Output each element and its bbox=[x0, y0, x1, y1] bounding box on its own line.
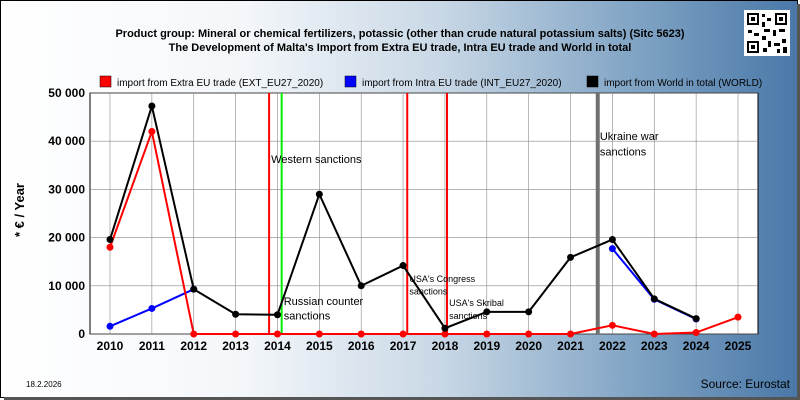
x-tick-label: 2012 bbox=[180, 339, 207, 353]
x-tick-label: 2015 bbox=[306, 339, 333, 353]
data-point bbox=[315, 190, 323, 198]
x-tick-label: 2025 bbox=[725, 339, 752, 353]
y-axis-ticks: 0 10 000 20 000 30 000 40 000 50 000 bbox=[48, 86, 85, 341]
frame-shadow-bottom bbox=[4, 397, 800, 400]
data-point bbox=[441, 330, 449, 338]
event-annotation: sanctions bbox=[409, 286, 448, 296]
data-point bbox=[608, 236, 616, 244]
x-tick-label: 2024 bbox=[683, 339, 710, 353]
y-tick-label: 10 000 bbox=[48, 279, 85, 293]
data-point bbox=[273, 330, 281, 338]
date-stamp: 18.2.2026 bbox=[26, 380, 62, 389]
legend-swatch bbox=[344, 75, 357, 88]
event-markers bbox=[268, 93, 600, 334]
y-tick-label: 50 000 bbox=[48, 86, 85, 100]
series-line bbox=[109, 127, 739, 336]
x-tick-label: 2019 bbox=[473, 339, 500, 353]
frame-shadow-right bbox=[797, 4, 800, 400]
event-annotation: sanctions bbox=[284, 311, 331, 323]
legend-swatch bbox=[99, 75, 112, 88]
data-point bbox=[399, 330, 407, 338]
y-tick-label: 20 000 bbox=[48, 231, 85, 245]
x-tick-label: 2023 bbox=[641, 339, 668, 353]
x-tick-label: 2011 bbox=[139, 339, 165, 353]
y-tick-label: 30 000 bbox=[48, 182, 85, 196]
data-point bbox=[148, 304, 156, 312]
event-annotation: Russian counter bbox=[284, 296, 364, 308]
data-point bbox=[650, 295, 658, 303]
data-point bbox=[357, 330, 365, 338]
chart-subtitle: The Development of Malta's Import from E… bbox=[168, 42, 632, 54]
data-point bbox=[399, 262, 407, 270]
data-point bbox=[148, 102, 156, 110]
source-label: Source: Eurostat bbox=[700, 377, 790, 391]
data-point bbox=[273, 311, 281, 319]
legend: import from Extra EU trade (EXT_EU27_202… bbox=[99, 75, 762, 89]
event-annotation: USA's Congress bbox=[409, 274, 475, 284]
y-axis-label: * € / Year bbox=[12, 183, 27, 237]
chart-title: Product group: Mineral or chemical ferti… bbox=[115, 28, 685, 40]
data-point bbox=[232, 310, 240, 318]
legend-label: import from Intra EU trade (INT_EU27_202… bbox=[362, 78, 562, 89]
x-tick-label: 2021 bbox=[557, 339, 584, 353]
data-point bbox=[525, 308, 533, 316]
data-point bbox=[608, 321, 616, 329]
legend-label: import from Extra EU trade (EXT_EU27_202… bbox=[117, 78, 323, 89]
data-point bbox=[567, 253, 575, 261]
event-annotation: sanctions bbox=[449, 311, 488, 321]
data-point bbox=[567, 330, 575, 338]
data-point bbox=[148, 128, 156, 136]
data-point bbox=[692, 329, 700, 337]
x-tick-label: 2013 bbox=[222, 339, 249, 353]
data-point bbox=[734, 313, 742, 321]
x-tick-label: 2010 bbox=[97, 339, 124, 353]
data-point bbox=[483, 308, 491, 316]
qr-code-icon bbox=[744, 10, 790, 56]
event-annotation: Ukraine war bbox=[600, 131, 659, 143]
event-annotation: USA's Skribal bbox=[449, 298, 504, 308]
data-point bbox=[190, 285, 198, 293]
x-tick-label: 2016 bbox=[348, 339, 375, 353]
y-tick-label: 0 bbox=[78, 327, 85, 341]
data-point bbox=[608, 245, 616, 253]
x-tick-label: 2014 bbox=[264, 339, 291, 353]
x-tick-label: 2018 bbox=[432, 339, 459, 353]
x-tick-label: 2017 bbox=[390, 339, 417, 353]
data-point bbox=[315, 330, 323, 338]
data-point bbox=[483, 330, 491, 338]
data-point bbox=[650, 330, 658, 338]
legend-swatch bbox=[586, 75, 599, 88]
y-tick-label: 40 000 bbox=[48, 134, 85, 148]
data-point bbox=[441, 324, 449, 332]
data-point bbox=[106, 322, 114, 330]
data-point bbox=[190, 330, 198, 338]
data-point bbox=[106, 236, 114, 244]
x-axis-ticks: 2010 2011 2012 2013 2014 2015 2016 2017 2018 2019… bbox=[97, 339, 752, 353]
data-point bbox=[525, 330, 533, 338]
event-annotation: Western sanctions bbox=[271, 154, 362, 166]
x-tick-label: 2020 bbox=[515, 339, 542, 353]
data-point bbox=[106, 243, 114, 251]
data-point bbox=[232, 330, 240, 338]
annotations: Western sanctions Russian counter sanction… bbox=[271, 131, 659, 322]
series-lines bbox=[106, 102, 742, 338]
legend-label: import from World in total (WORLD) bbox=[604, 78, 762, 89]
data-point bbox=[357, 282, 365, 290]
event-annotation: sanctions bbox=[600, 147, 647, 159]
data-point bbox=[692, 315, 700, 323]
x-tick-label: 2022 bbox=[599, 339, 626, 353]
